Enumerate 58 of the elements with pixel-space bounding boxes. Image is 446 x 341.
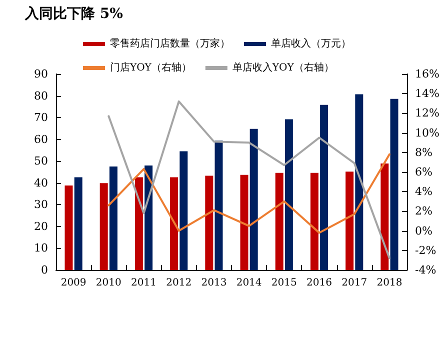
bar — [109, 166, 118, 270]
bar — [134, 177, 143, 270]
bar — [275, 172, 284, 270]
bar — [284, 119, 293, 270]
bar — [205, 176, 214, 270]
x-tick-label: 2012 — [166, 278, 192, 288]
y2-tick-label: 16% — [415, 68, 440, 80]
bar — [144, 165, 153, 270]
y-tick-label: 60 — [34, 132, 48, 146]
y-tick-label: 10 — [34, 242, 48, 255]
x-tick-label: 2011 — [131, 278, 156, 288]
y-tick-label: 20 — [34, 220, 48, 233]
bar — [310, 172, 318, 270]
x-tick-label: 2010 — [96, 278, 122, 288]
bar — [346, 172, 354, 270]
legend-label: 单店收入YOY（右轴） — [232, 62, 334, 74]
y2-tick-label: -4% — [415, 264, 436, 276]
y2-tick-label: 12% — [415, 106, 440, 120]
chart-title: 入同比下降 5% — [24, 6, 123, 22]
y2-tick-label: 2% — [415, 204, 432, 218]
bar — [100, 183, 108, 270]
line-series — [108, 100, 390, 260]
bar — [64, 186, 73, 270]
y-tick-label: 40 — [34, 176, 48, 190]
x-tick-label: 2018 — [376, 278, 402, 288]
y2-tick-label: 0% — [415, 224, 432, 238]
y-tick-label: 70 — [34, 111, 48, 124]
y2-tick-label: 14% — [415, 87, 440, 100]
y2-tick-label: 8% — [415, 146, 432, 159]
x-tick-label: 2016 — [306, 278, 332, 288]
bar — [355, 94, 364, 270]
legend-label: 零售药店门店数量（万家） — [110, 38, 230, 50]
legend-label: 门店YOY（右轴） — [110, 62, 192, 74]
y-tick-label: 90 — [34, 68, 48, 80]
bar — [320, 104, 328, 270]
bar — [380, 164, 389, 270]
x-tick-label: 2017 — [342, 278, 368, 288]
bar — [390, 98, 398, 270]
y2-tick-label: 4% — [415, 185, 432, 198]
x-tick-label: 2013 — [201, 278, 227, 288]
y-tick-label: 30 — [34, 198, 48, 212]
y2-tick-label: -2% — [415, 244, 436, 257]
bar — [250, 128, 258, 270]
line-series — [108, 153, 390, 234]
x-tick-label: 2009 — [60, 278, 86, 288]
y2-tick-label: 10% — [415, 126, 440, 140]
y-tick-label: 0 — [41, 264, 48, 276]
bar — [74, 177, 82, 270]
bar — [170, 177, 178, 270]
legend-label: 单店收入（万元） — [271, 38, 351, 50]
x-tick-label: 2015 — [271, 278, 297, 288]
y2-tick-label: 6% — [415, 166, 432, 178]
bar — [240, 174, 248, 270]
x-tick-label: 2014 — [236, 278, 262, 288]
bar — [180, 151, 188, 270]
y-tick-label: 50 — [34, 154, 48, 168]
bar — [214, 140, 223, 270]
y-tick-label: 80 — [34, 89, 48, 102]
